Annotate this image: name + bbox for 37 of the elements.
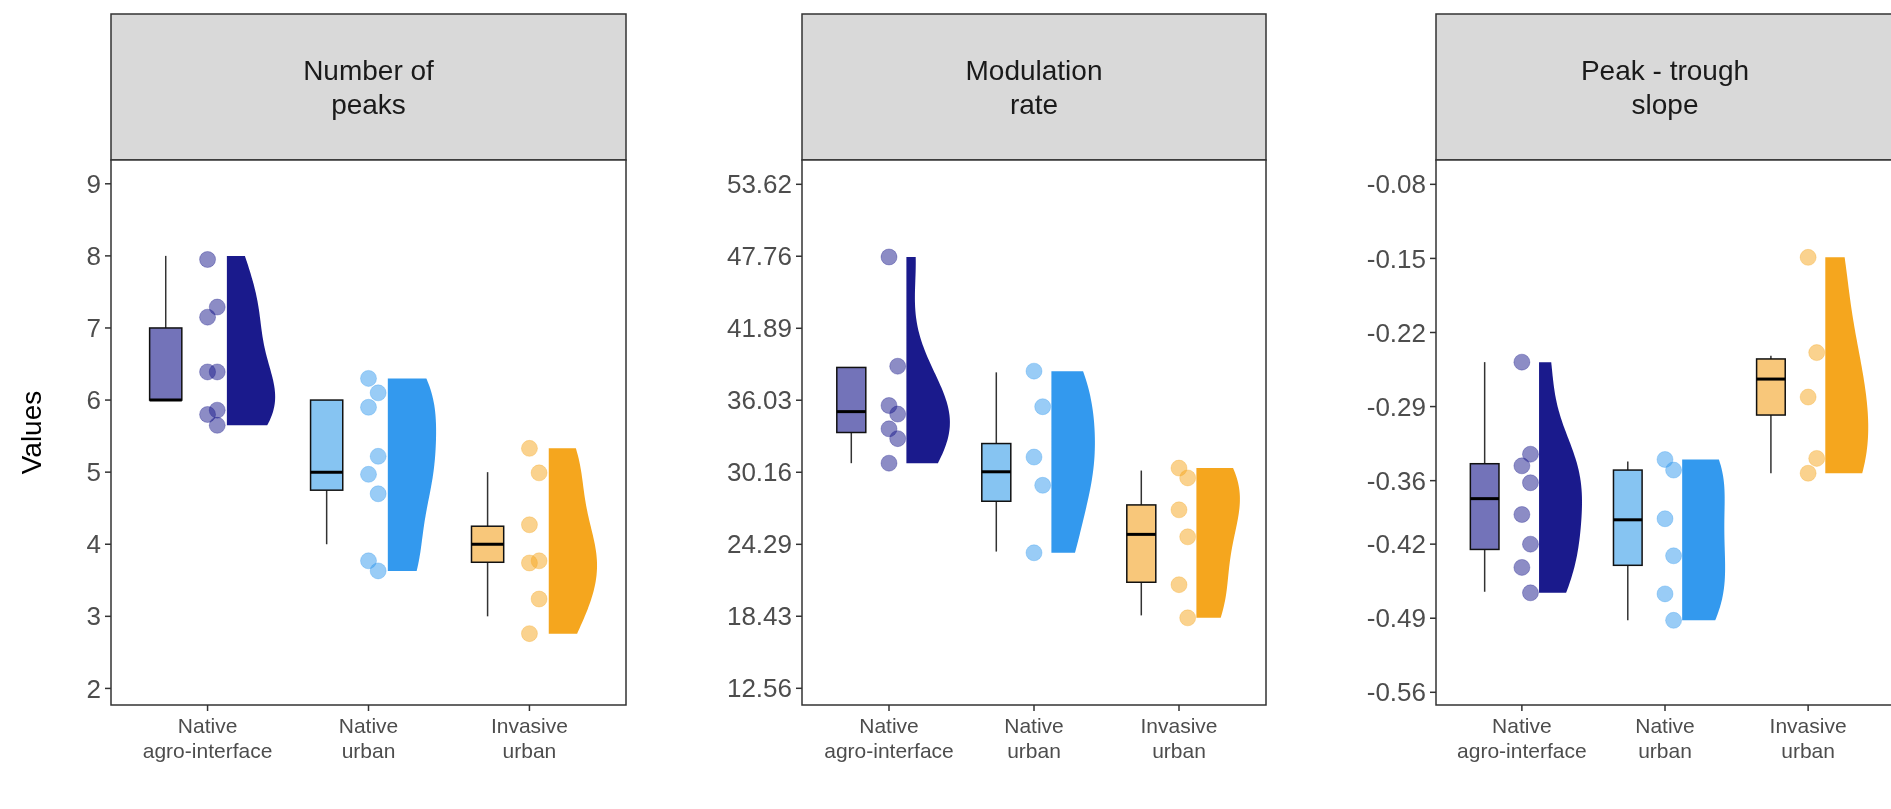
y-tick-label: -0.15 bbox=[1366, 243, 1426, 274]
y-tick-label: 41.89 bbox=[726, 313, 792, 344]
x-tick-label: Native urban bbox=[1004, 714, 1064, 762]
y-tick-label: 24.29 bbox=[726, 529, 792, 560]
y-tick-label: 2 bbox=[86, 673, 101, 704]
y-tick-label: -0.42 bbox=[1366, 529, 1426, 560]
y-tick-label: 30.16 bbox=[726, 457, 792, 488]
y-tick-label: 5 bbox=[86, 457, 101, 488]
y-tick-label: 3 bbox=[86, 601, 101, 632]
y-tick-label: 47.76 bbox=[726, 241, 792, 272]
x-tick-label: Native agro-interface bbox=[1457, 714, 1587, 762]
y-tick-label: 4 bbox=[86, 529, 101, 560]
y-tick-label: 18.43 bbox=[726, 601, 792, 632]
y-tick-label: 36.03 bbox=[726, 385, 792, 416]
x-tick-label: Invasive urban bbox=[490, 714, 568, 762]
y-tick-label: -0.36 bbox=[1366, 465, 1426, 496]
chart-title: Modulation rate bbox=[965, 55, 1103, 120]
y-tick-label: -0.08 bbox=[1366, 169, 1426, 200]
y-tick-label: -0.22 bbox=[1366, 317, 1426, 348]
y-tick-label: 9 bbox=[86, 168, 101, 199]
y-tick-label: -0.56 bbox=[1366, 677, 1426, 708]
x-tick-label: Native agro-interface bbox=[142, 714, 273, 762]
y-tick-label: -0.49 bbox=[1366, 603, 1426, 634]
y-tick-label: 7 bbox=[86, 313, 101, 344]
y-axis-title: Values bbox=[16, 390, 47, 475]
x-tick-label: Native urban bbox=[1635, 714, 1695, 762]
x-tick-label: Native urban bbox=[338, 714, 399, 762]
y-tick-label: 53.62 bbox=[726, 169, 792, 200]
x-tick-label: Native agro-interface bbox=[824, 714, 954, 762]
chart-title: Peak - trough slope bbox=[1580, 55, 1750, 120]
y-tick-label: 12.56 bbox=[726, 673, 792, 704]
y-tick-label: -0.29 bbox=[1366, 391, 1426, 422]
x-tick-label: Invasive urban bbox=[1140, 714, 1218, 762]
y-tick-label: 6 bbox=[86, 385, 101, 416]
y-tick-label: 8 bbox=[86, 240, 101, 271]
x-tick-label: Invasive urban bbox=[1769, 714, 1847, 762]
chart-title: Number of peaks bbox=[303, 55, 435, 120]
